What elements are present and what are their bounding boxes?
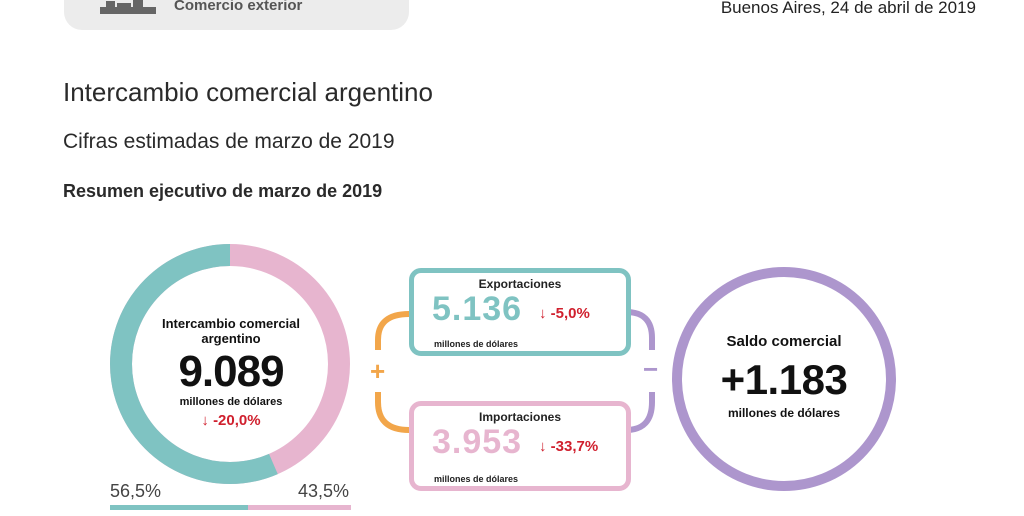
plus-bracket [375, 311, 410, 433]
share-imports: 43,5% [298, 481, 350, 501]
imports-box: Importaciones 3.953 ↓ -33,7% millones de… [409, 401, 631, 491]
exports-box: Exportaciones 5.136 ↓ -5,0% millones de … [409, 268, 631, 356]
page-subtitle: Cifras estimadas de marzo de 2019 [63, 130, 395, 153]
exports-unit: millones de dólares [434, 339, 519, 349]
share-exports: 56,5% [110, 481, 162, 501]
exports-value: 5.136 [432, 290, 523, 328]
imports-label: Importaciones [478, 410, 562, 424]
share-bar-exports [110, 505, 248, 510]
arrow-down-icon: ↓ [539, 305, 547, 322]
saldo-value: +1.183 [720, 356, 848, 403]
exports-label: Exportaciones [478, 277, 562, 291]
date-line: Buenos Aires, 24 de abril de 2019 [720, 0, 976, 17]
intercambio-unit: millones de dólares [179, 396, 283, 408]
intercambio-value: 9.089 [178, 347, 284, 396]
section-label: Comercio exterior [174, 0, 303, 14]
minus-sign: − [643, 354, 658, 384]
page-title: Intercambio comercial argentino [63, 77, 433, 107]
intercambio-summary: Intercambio comercial argentino 9.089 mi… [150, 316, 312, 429]
exports-change-value: -5,0% [550, 305, 590, 322]
imports-unit: millones de dólares [434, 474, 519, 484]
share-bar-imports [248, 505, 351, 510]
intercambio-change: ↓ -20,0% [150, 412, 312, 429]
plus-sign: + [370, 356, 385, 386]
saldo-label: Saldo comercial [726, 333, 842, 350]
imports-change: ↓ -33,7% [539, 438, 598, 455]
intercambio-label: Intercambio comercial argentino [162, 316, 300, 346]
intercambio-donut [110, 244, 350, 484]
imports-value: 3.953 [432, 423, 523, 461]
saldo-unit: millones de dólares [727, 406, 841, 420]
summary-heading: Resumen ejecutivo de marzo de 2019 [63, 181, 383, 201]
exports-change: ↓ -5,0% [539, 305, 590, 322]
arrow-down-icon: ↓ [201, 412, 209, 429]
intercambio-change-value: -20,0% [213, 412, 261, 429]
arrow-down-icon: ↓ [539, 438, 547, 455]
imports-change-value: -33,7% [550, 438, 599, 455]
saldo-circle: Saldo comercial +1.183 millones de dólar… [672, 267, 896, 491]
ship-icon [100, 0, 156, 14]
donut-ring-exports [110, 244, 350, 484]
